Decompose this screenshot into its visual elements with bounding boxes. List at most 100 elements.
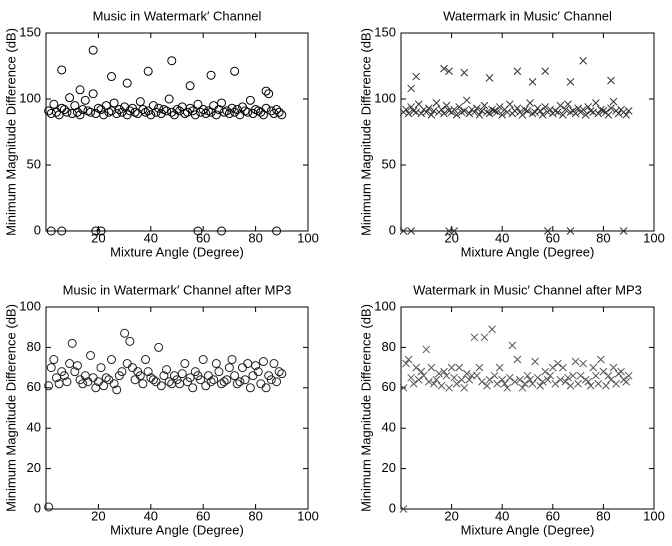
point [462,96,471,105]
point [230,371,240,381]
point [510,377,519,386]
point [49,99,59,109]
y-tick-label: 50 [382,156,396,171]
point [543,375,552,384]
point [407,373,415,382]
point [159,371,169,381]
point [245,383,255,393]
point [141,355,151,365]
point [88,89,98,99]
point [75,110,85,120]
point [404,109,413,118]
point [445,107,453,115]
point [607,76,615,85]
point [442,101,451,110]
point [70,101,80,111]
point [574,104,582,113]
point [96,226,106,236]
point [222,375,232,385]
point [417,367,426,376]
point [485,109,494,118]
point [253,367,263,377]
point [424,377,433,386]
y-tick-label: 80 [27,339,41,354]
y-tick-label: 100 [19,298,41,313]
point [470,333,479,342]
point [196,375,206,385]
y-tick-label: 0 [389,222,396,237]
x-tick-label: 40 [144,508,158,523]
point [107,72,116,82]
point [177,369,187,379]
point [274,107,284,117]
point [581,110,590,119]
point [559,363,567,372]
point [277,110,287,120]
point [508,341,517,350]
point [546,105,555,114]
point [597,355,605,364]
point [617,367,625,376]
point [417,109,426,118]
point [586,107,595,115]
point [232,379,242,389]
point [143,367,153,377]
x-tick-label: 80 [248,230,262,245]
point [59,371,69,381]
point [624,107,633,115]
point [450,227,458,235]
point [543,227,552,235]
point [272,105,282,115]
point [164,94,174,104]
point [44,381,54,391]
y-axis-label: Minimum Magnitude Difference (dB) [358,28,373,236]
point [125,106,135,116]
point [277,369,287,379]
point [445,383,453,392]
point [541,367,550,376]
point [604,110,613,119]
point [219,377,229,387]
y-tick-label: 50 [27,156,41,171]
point [67,338,77,348]
point [272,226,282,236]
point [224,109,234,119]
point [162,106,172,116]
x-tick-label: 40 [495,508,509,523]
point [526,99,534,107]
point [594,109,603,118]
point [217,98,227,108]
x-tick-label: 100 [297,508,319,523]
point [407,84,415,93]
point [190,110,200,120]
x-axis-label: Mixture Angle (Degree) [110,522,244,537]
point [424,104,433,113]
point [72,107,82,117]
axes-frame [400,32,655,232]
point [554,108,562,117]
point [399,227,408,235]
point [201,109,211,119]
point [138,379,148,389]
point [455,363,464,372]
point [460,107,469,115]
point [609,97,618,106]
point [243,107,253,117]
point [614,109,623,118]
point [571,109,580,118]
point [404,355,413,364]
point [272,377,282,387]
x-tick-label: 80 [248,508,262,523]
point [227,355,237,365]
point [230,66,240,76]
point [566,381,575,390]
y-tick-label: 150 [374,24,396,39]
y-tick-label: 0 [34,500,41,515]
point [75,85,85,95]
point [96,363,106,373]
x-tick-label: 20 [91,508,105,523]
point [490,107,499,115]
point [430,379,438,388]
point [516,375,524,384]
